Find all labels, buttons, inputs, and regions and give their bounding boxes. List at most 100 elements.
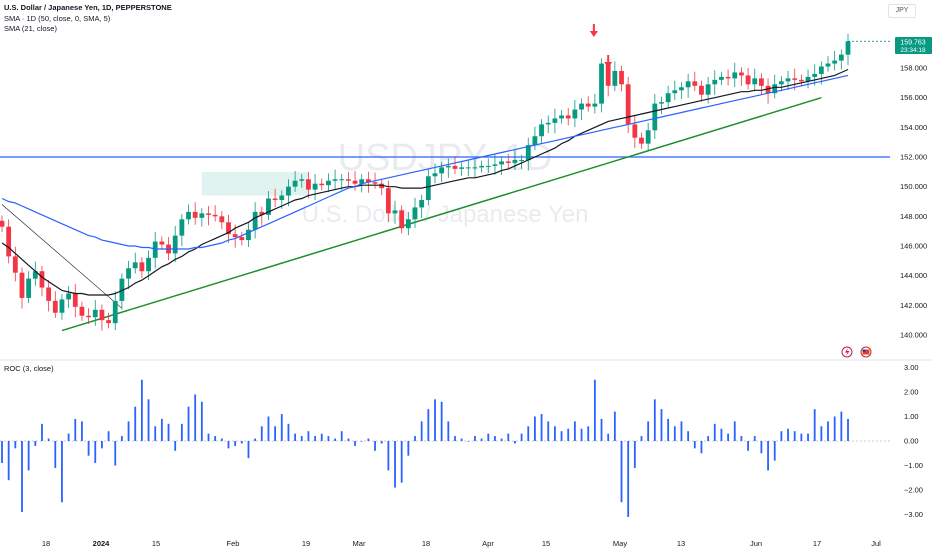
candle[interactable] (699, 80, 704, 102)
candle[interactable] (332, 169, 338, 190)
candle[interactable] (465, 159, 471, 177)
roc-bar[interactable] (467, 441, 470, 442)
price-axis[interactable]: 140.000 142.000 144.000 146.000 148.000 150.0… (900, 64, 927, 340)
candle[interactable] (399, 205, 405, 234)
candle[interactable] (46, 280, 52, 312)
roc-bar[interactable] (127, 421, 130, 441)
candle[interactable] (752, 68, 758, 92)
roc-bar[interactable] (114, 441, 117, 466)
candle[interactable] (472, 157, 478, 178)
candle[interactable] (612, 61, 618, 91)
candle[interactable] (712, 70, 718, 95)
candle[interactable] (765, 78, 771, 104)
roc-bar[interactable] (387, 441, 390, 471)
candle[interactable] (685, 73, 691, 98)
candle[interactable] (732, 62, 738, 88)
roc-bar[interactable] (707, 436, 710, 441)
roc-bar[interactable] (27, 441, 30, 471)
roc-bar[interactable] (7, 441, 10, 481)
roc-bar[interactable] (693, 441, 696, 449)
candle[interactable] (525, 137, 531, 171)
roc-bar[interactable] (121, 436, 123, 441)
roc-bar[interactable] (427, 409, 430, 441)
roc-bar[interactable] (220, 438, 223, 441)
roc-bar[interactable] (81, 421, 83, 441)
roc-bar[interactable] (813, 409, 816, 441)
roc-bar[interactable] (667, 418, 670, 441)
roc-bar[interactable] (607, 433, 610, 441)
sma50-legend[interactable]: SMA · 1D (50, close, 0, SMA, 5) (4, 14, 111, 23)
roc-bar[interactable] (240, 441, 243, 444)
roc-bar[interactable] (54, 441, 57, 468)
candle[interactable] (312, 174, 318, 201)
roc-bar[interactable] (633, 441, 636, 468)
candle[interactable] (665, 85, 671, 108)
roc-bar[interactable] (540, 414, 543, 441)
roc-bar[interactable] (140, 379, 143, 441)
roc-bar[interactable] (227, 441, 230, 449)
support-trendline[interactable] (61, 96, 822, 332)
candle[interactable] (172, 225, 178, 263)
roc-bar[interactable] (713, 423, 716, 441)
candle[interactable] (112, 291, 118, 331)
roc-bar[interactable] (34, 441, 37, 446)
roc-bar[interactable] (354, 441, 356, 446)
candle[interactable] (99, 304, 105, 331)
sma50-line[interactable] (1, 74, 849, 250)
roc-bar[interactable] (74, 418, 77, 441)
roc-bar[interactable] (367, 438, 370, 441)
sma21-line[interactable] (1, 68, 849, 296)
roc-bar[interactable] (627, 441, 630, 517)
roc-bar[interactable] (480, 438, 483, 441)
time-axis[interactable]: 18 2024 15 Feb 19 Mar 18 Apr 15 May 13 Jun 17 Jul (42, 539, 881, 548)
roc-bar[interactable] (94, 441, 97, 464)
candle[interactable] (725, 69, 731, 86)
roc-bar[interactable] (733, 421, 736, 441)
roc-bar[interactable] (21, 441, 23, 513)
candle[interactable] (838, 49, 844, 70)
roc-bar[interactable] (687, 431, 690, 441)
roc-bar[interactable] (101, 441, 103, 449)
candle[interactable] (132, 252, 138, 274)
roc-bar[interactable] (440, 401, 443, 441)
roc-bar[interactable] (447, 421, 450, 441)
candle[interactable] (66, 286, 72, 309)
candle[interactable] (565, 108, 571, 126)
roc-bar[interactable] (340, 431, 343, 441)
roc-bar[interactable] (287, 423, 290, 441)
candle[interactable] (32, 261, 38, 286)
roc-bar[interactable] (534, 416, 536, 442)
candle[interactable] (192, 202, 198, 225)
roc-bar[interactable] (520, 433, 523, 441)
roc-bar[interactable] (280, 414, 283, 441)
candle[interactable] (659, 96, 664, 115)
roc-bar[interactable] (454, 436, 456, 441)
candle[interactable] (599, 58, 604, 113)
sma21-legend[interactable]: SMA (21, close) (4, 24, 57, 33)
roc-bar[interactable] (820, 426, 823, 441)
roc-bar[interactable] (347, 438, 350, 441)
candle[interactable] (625, 76, 631, 134)
candle[interactable] (539, 119, 544, 144)
roc-bar[interactable] (620, 441, 623, 503)
candle[interactable] (159, 236, 165, 250)
roc-bar[interactable] (760, 441, 763, 454)
candle[interactable] (452, 156, 458, 175)
roc-bar[interactable] (807, 433, 809, 441)
candle[interactable] (412, 197, 418, 229)
roc-bar[interactable] (214, 436, 217, 441)
consolidation-zone[interactable] (201, 171, 309, 196)
candle[interactable] (552, 108, 558, 134)
roc-bar[interactable] (187, 406, 190, 441)
roc-bar[interactable] (200, 401, 203, 441)
roc-bar[interactable] (360, 441, 363, 442)
roc-bar[interactable] (673, 426, 676, 441)
candle[interactable] (272, 188, 278, 207)
candle[interactable] (485, 158, 491, 173)
roc-bar[interactable] (847, 418, 849, 441)
roc-bar[interactable] (254, 438, 257, 441)
roc-bar[interactable] (613, 411, 616, 441)
roc-bar[interactable] (47, 438, 50, 441)
roc-bar[interactable] (547, 421, 550, 441)
